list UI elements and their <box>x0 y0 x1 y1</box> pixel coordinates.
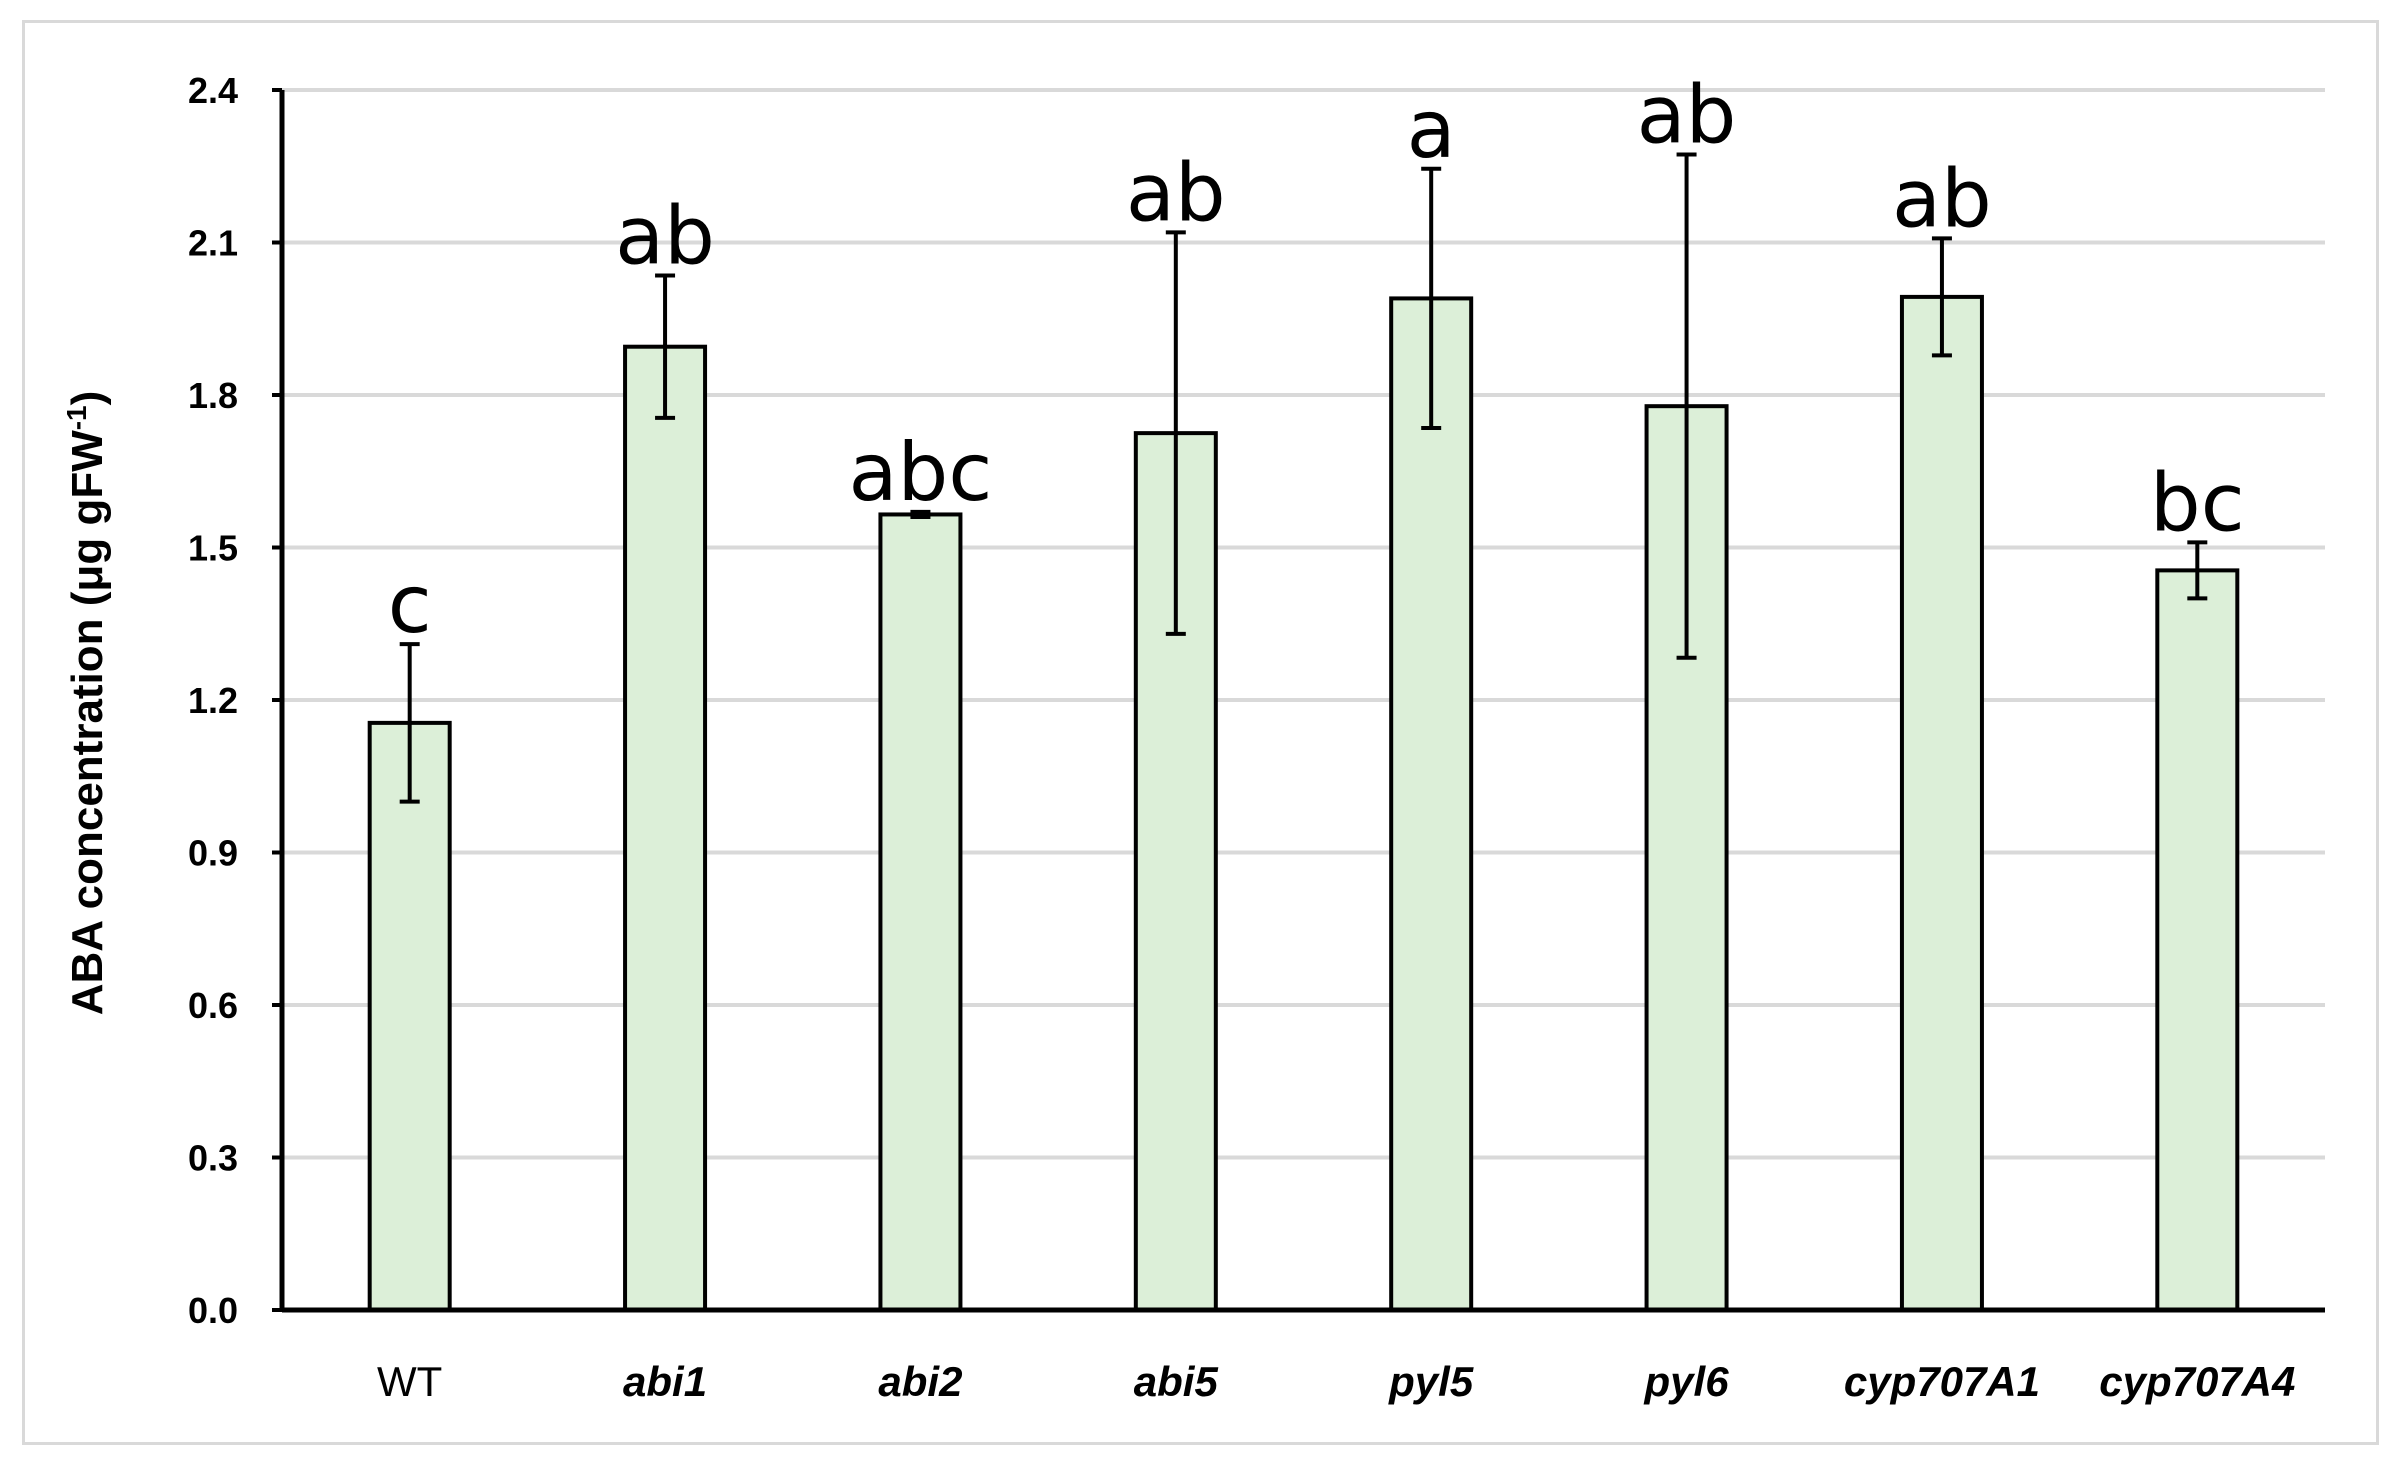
x-tick-label: cyp707A4 <box>2099 1358 2295 1405</box>
significance-letter: ab <box>1126 146 1226 239</box>
x-tick-label: cyp707A1 <box>1844 1358 2040 1405</box>
bar <box>878 512 963 1312</box>
significance-letter: c <box>388 558 432 651</box>
x-tick-label: pyl5 <box>1388 1358 1474 1405</box>
x-tick-label: pyl6 <box>1644 1358 1730 1405</box>
y-tick-label: 0.6 <box>188 985 238 1026</box>
x-tick-label: WT <box>377 1358 442 1405</box>
bar <box>623 344 708 1313</box>
significance-letter: a <box>1407 83 1456 176</box>
bar <box>2155 568 2240 1312</box>
significance-letter: ab <box>1892 152 1992 245</box>
y-tick-label: 1.2 <box>188 680 238 721</box>
y-axis-title: ABA concentration (μg gFW-1) <box>61 391 112 1016</box>
y-tick-label: 2.4 <box>188 70 238 111</box>
y-tick-label: 2.1 <box>188 223 238 264</box>
gridlines <box>282 88 2325 1160</box>
axes <box>272 88 2325 1313</box>
x-tick-label: abi5 <box>1134 1358 1219 1405</box>
y-tick-label: 1.8 <box>188 375 238 416</box>
x-tick-label: abi1 <box>623 1358 707 1405</box>
significance-letter: ab <box>1637 69 1737 162</box>
y-tick-label: 1.5 <box>188 528 238 569</box>
error-bars <box>399 152 2208 804</box>
significance-letter: bc <box>2150 456 2245 549</box>
labels: 0.00.30.60.91.21.51.82.12.4cWTababi1abca… <box>188 69 2295 1405</box>
bars <box>367 294 2240 1313</box>
x-tick-label: abi2 <box>878 1358 962 1405</box>
bar <box>1389 296 1474 1312</box>
y-tick-label: 0.9 <box>188 833 238 874</box>
significance-letter: ab <box>615 190 715 283</box>
y-tick-label: 0.0 <box>188 1290 238 1331</box>
significance-letter: abc <box>849 426 993 519</box>
bar <box>1899 294 1984 1312</box>
y-tick-label: 0.3 <box>188 1138 238 1179</box>
bar <box>367 720 452 1312</box>
